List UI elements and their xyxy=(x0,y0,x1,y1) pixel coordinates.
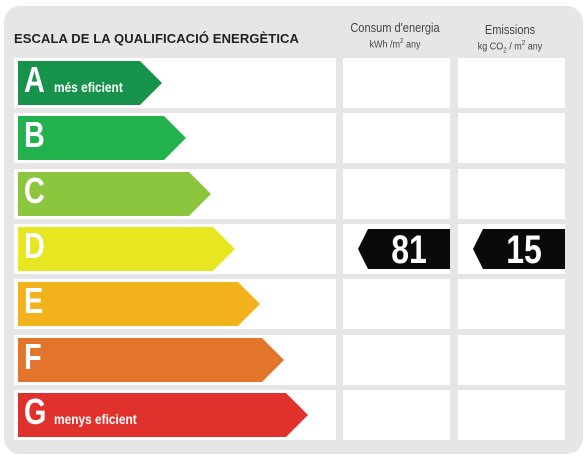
emissions-cell-g xyxy=(458,390,565,440)
energy-cell-a xyxy=(343,58,450,108)
rating-letter: G xyxy=(24,391,47,432)
energy-column-title: Consum d'energia xyxy=(350,20,440,35)
rating-letter: E xyxy=(24,280,44,321)
emissions-value: 15 xyxy=(506,228,542,272)
energy-cell-f xyxy=(343,335,450,385)
rating-letter: A xyxy=(24,59,45,100)
emissions-cell-e xyxy=(458,279,565,329)
emissions-column-header: Emissions kg CO2 / m2 any xyxy=(455,22,565,54)
emissions-cell-c xyxy=(458,169,565,219)
emissions-column-unit: kg CO2 / m2 any xyxy=(477,40,543,55)
energy-cell-g xyxy=(343,390,450,440)
rating-arrow-a xyxy=(18,61,162,105)
emissions-cell-f xyxy=(458,335,565,385)
rating-efficiency-label: menys eficient xyxy=(54,411,137,427)
energy-column-header: Consum d'energia kWh /m2 any xyxy=(340,20,450,50)
rating-letter: C xyxy=(24,170,45,211)
energy-column-unit: kWh /m2 any xyxy=(369,38,421,51)
emissions-value-tag: 15 xyxy=(473,228,565,272)
emissions-cell-d: 15 xyxy=(458,224,565,274)
energy-cell-e xyxy=(343,279,450,329)
rating-arrow-f xyxy=(18,338,284,382)
rating-arrow-d xyxy=(18,227,235,271)
energy-cell-c xyxy=(343,169,450,219)
rating-letter: D xyxy=(24,225,45,266)
emissions-cell-a xyxy=(458,58,565,108)
energy-value-tag: 81 xyxy=(358,228,450,272)
rating-efficiency-label: més eficient xyxy=(54,79,123,95)
rating-arrow-g xyxy=(18,393,308,437)
rating-arrow-c xyxy=(18,172,211,216)
rating-arrow-e xyxy=(18,282,260,326)
energy-value: 81 xyxy=(391,228,427,272)
energy-cell-b xyxy=(343,113,450,163)
rating-arrow-b xyxy=(18,116,186,160)
energy-cell-d: 81 xyxy=(343,224,450,274)
emissions-column-title: Emissions xyxy=(484,22,536,37)
emissions-cell-b xyxy=(458,113,565,163)
rating-letter: B xyxy=(24,114,45,155)
rating-letter: F xyxy=(24,336,42,377)
scale-title: ESCALA DE LA QUALIFICACIÓ ENERGÈTICA xyxy=(14,31,300,46)
